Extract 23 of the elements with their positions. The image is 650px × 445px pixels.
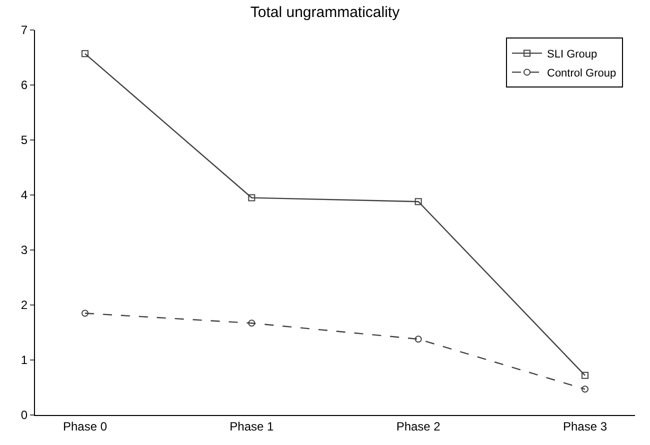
y-tick-label: 5 <box>20 133 28 148</box>
point <box>82 310 88 317</box>
y-tick-label: 3 <box>20 243 28 258</box>
x-tick-label: Phase 3 <box>562 419 608 434</box>
point <box>582 372 588 379</box>
y-tick-label: 0 <box>20 408 28 422</box>
x-tick-label: Phase 2 <box>396 419 441 434</box>
point <box>582 386 588 393</box>
point <box>248 194 256 202</box>
y-tick-label: 7 <box>20 23 28 38</box>
point <box>248 320 256 327</box>
y-tick-label: 4 <box>20 188 28 202</box>
x-tick-label: Phase 1 <box>230 419 274 434</box>
point <box>414 198 422 206</box>
x-tick-label: Phase 0 <box>62 419 108 434</box>
point <box>414 336 422 343</box>
y-tick-label: 1 <box>20 353 28 368</box>
y-tick-label: 6 <box>20 78 28 92</box>
legend-label: SLI Group <box>547 48 598 60</box>
point <box>82 50 88 58</box>
y-tick-label: 2 <box>20 298 28 312</box>
legend-label: Control Group <box>547 67 616 80</box>
chart-title: Total ungrammaticality <box>250 4 400 22</box>
